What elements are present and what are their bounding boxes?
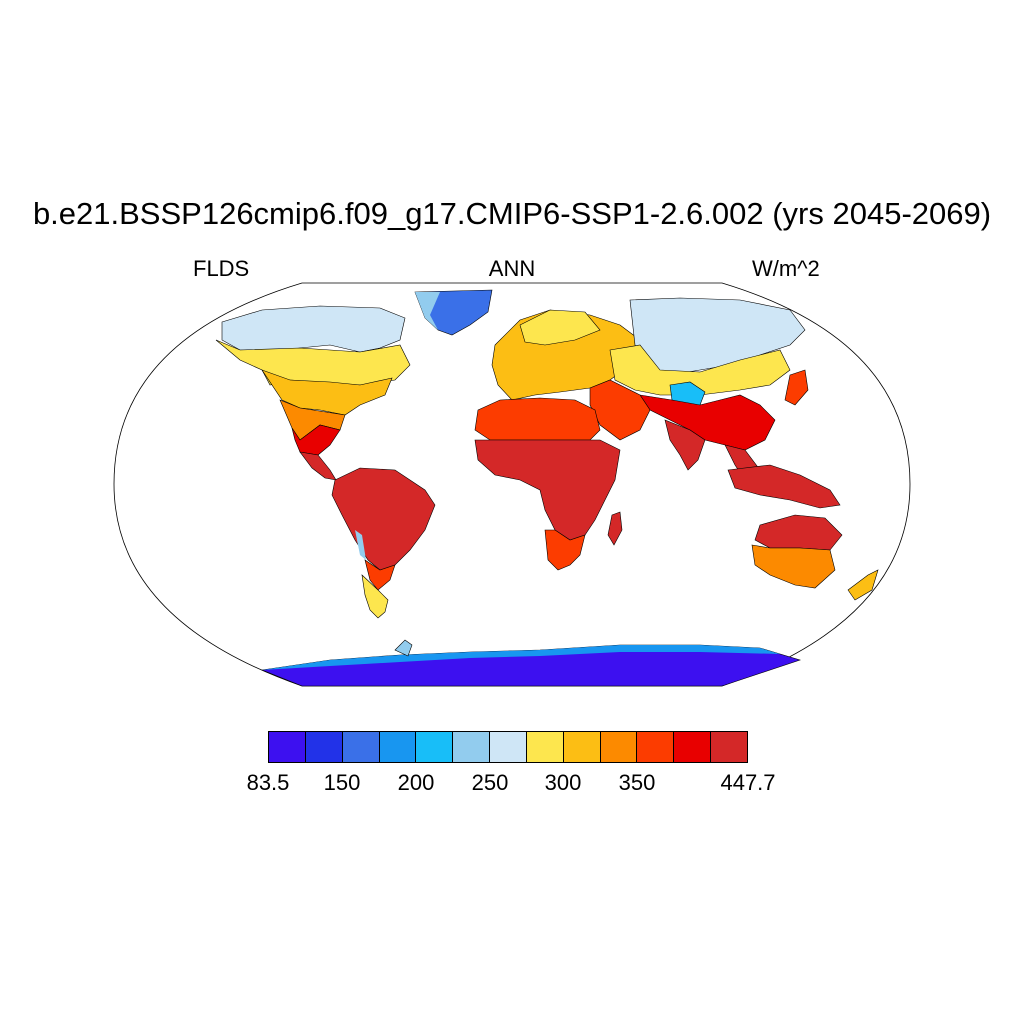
new-zealand	[847, 569, 879, 601]
colorbar-box	[416, 732, 454, 762]
tick-label: 83.5	[246, 770, 290, 795]
colorbar-box	[711, 732, 747, 762]
colorbar-ticks: 83.5 150 200 250 300 350 447.7	[0, 770, 1024, 800]
tick-label: 300	[544, 770, 582, 795]
colorbar-box	[453, 732, 491, 762]
colorbar-box	[674, 732, 712, 762]
plot-title: b.e21.BSSP126cmip6.f09_g17.CMIP6-SSP1-2.…	[32, 196, 992, 231]
colorbar-box	[269, 732, 306, 762]
colorbar-box	[526, 732, 564, 762]
season-label: ANN	[488, 256, 536, 281]
australia-south	[751, 544, 836, 589]
central-america	[291, 424, 341, 456]
colorbar-box	[490, 732, 527, 762]
variable-label: FLDS	[193, 256, 250, 281]
south-america-andes	[355, 530, 366, 560]
tick-label: 200	[397, 770, 435, 795]
south-america	[331, 467, 436, 571]
antarctic-peninsula	[394, 639, 413, 657]
colorbar-box	[563, 732, 601, 762]
tick-label: 447.7	[720, 770, 776, 795]
antarctica-coast	[262, 645, 780, 670]
colorbar-box	[600, 732, 638, 762]
units-label: W/m^2	[752, 256, 820, 281]
colorbar-box	[305, 732, 343, 762]
madagascar	[607, 511, 623, 546]
scandinavia	[519, 309, 601, 346]
asia-mid	[609, 344, 791, 396]
colorbar-box	[342, 732, 380, 762]
north-africa	[474, 397, 601, 441]
south-america-south	[364, 559, 396, 591]
colorbar	[268, 731, 748, 763]
tick-label: 150	[323, 770, 361, 795]
southern-africa	[544, 529, 586, 571]
indonesia	[727, 464, 841, 509]
colorbar-box	[379, 732, 417, 762]
indian-subcontinent	[664, 419, 706, 471]
colorbar-box	[637, 732, 675, 762]
asia-south	[639, 394, 776, 451]
patagonia	[361, 574, 389, 619]
japan	[784, 369, 809, 406]
greenland-edge	[415, 292, 440, 330]
tick-label: 350	[618, 770, 656, 795]
tick-label: 250	[471, 770, 509, 795]
